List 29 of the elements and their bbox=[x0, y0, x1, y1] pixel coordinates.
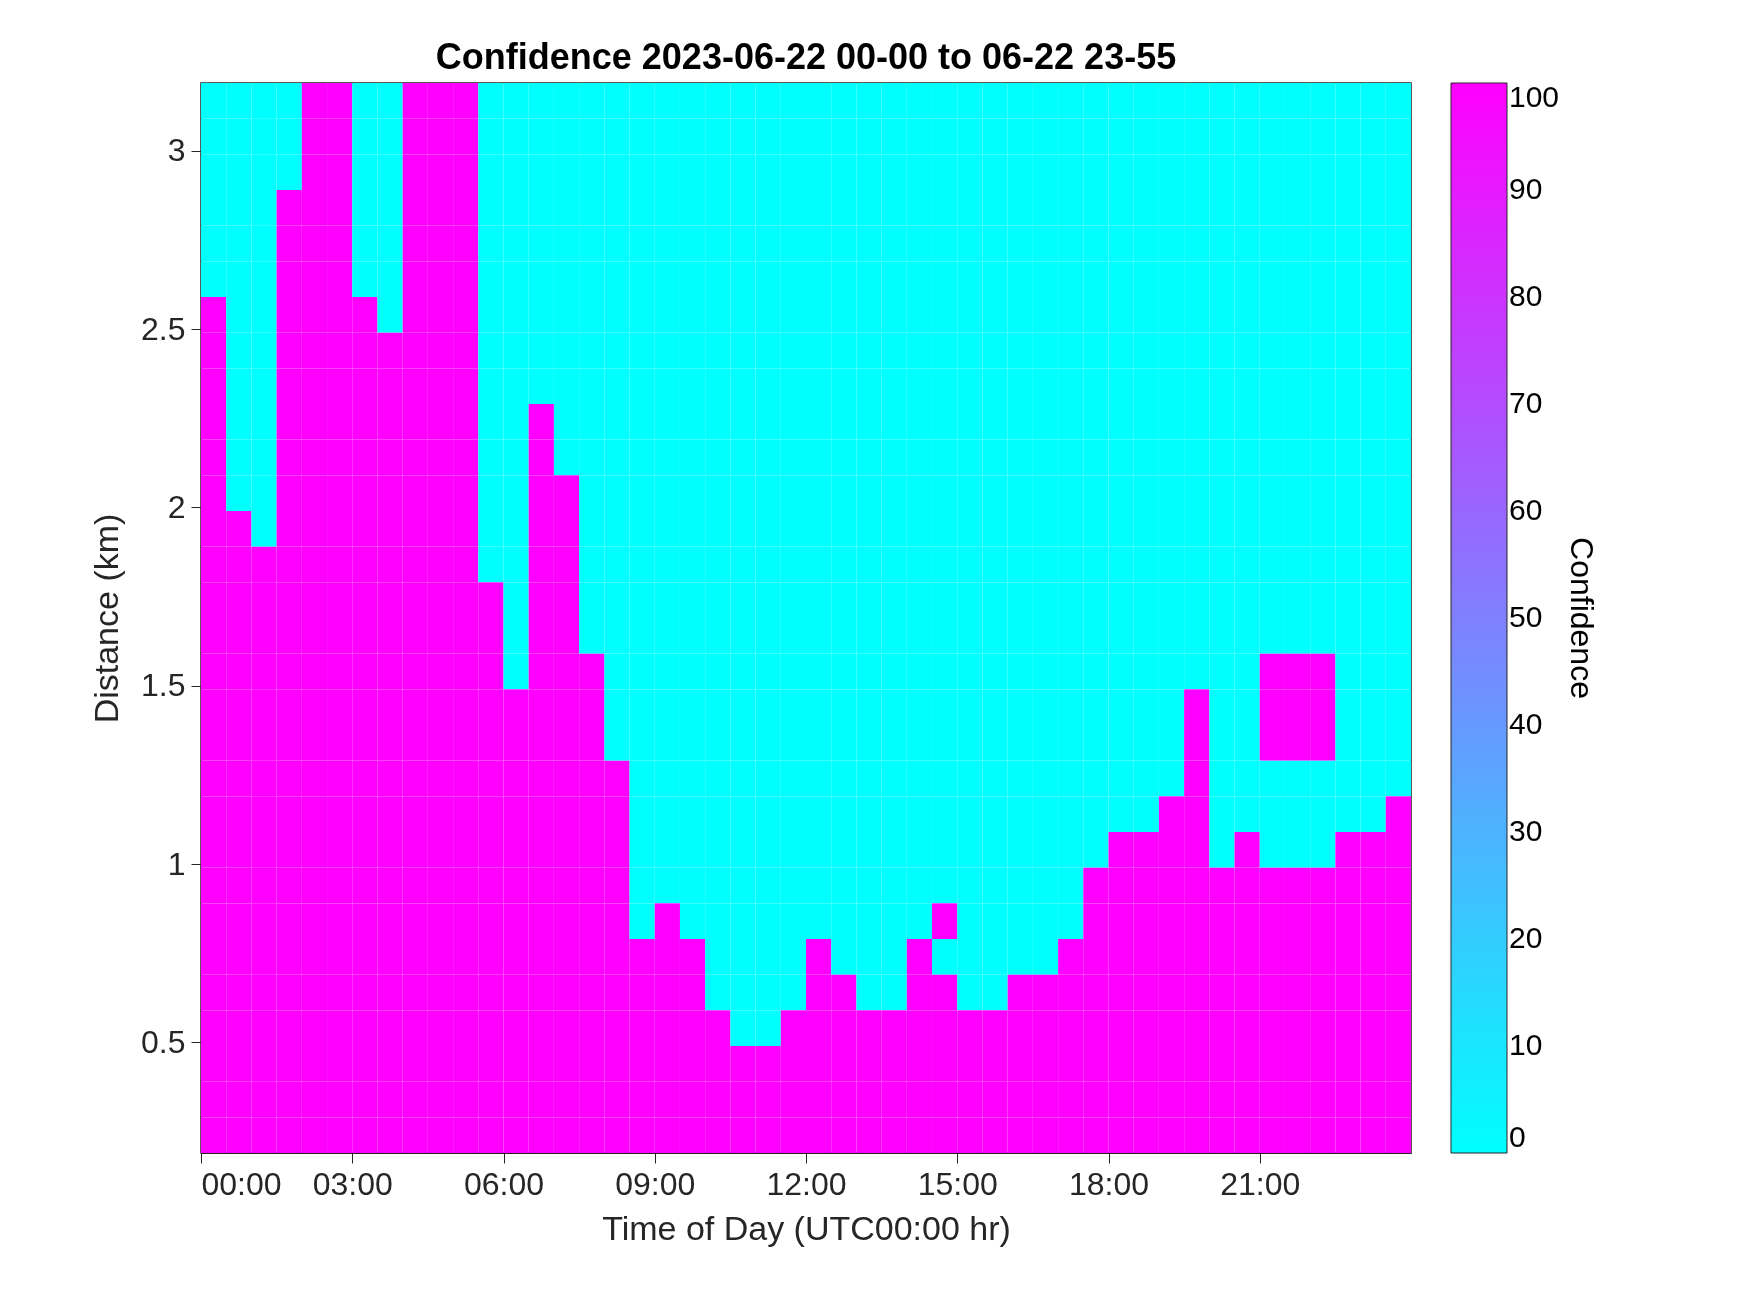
y-tick-label: 1 bbox=[167, 845, 186, 882]
color-bar-label: 10 bbox=[1509, 1028, 1543, 1061]
chart-title: Confidence 2023-06-22 00-00 to 06-22 23-55 bbox=[435, 36, 1177, 77]
color-bar-label: 0 bbox=[1509, 1120, 1526, 1153]
x-tick-label: 18:00 bbox=[1068, 1165, 1150, 1202]
x-tick-label: 06:00 bbox=[463, 1165, 545, 1202]
y-axis-title: Distance (km) bbox=[87, 513, 126, 724]
color-bar-label: 60 bbox=[1509, 493, 1543, 526]
y-tick-label: 3 bbox=[167, 132, 186, 169]
color-bar-label: 30 bbox=[1509, 814, 1543, 847]
y-tick-label: 1.5 bbox=[141, 667, 186, 704]
y-tick-label: 2.5 bbox=[141, 310, 186, 347]
y-tick-label: 0.5 bbox=[141, 1023, 186, 1060]
color-bar-label: 100 bbox=[1509, 80, 1560, 113]
x-tick-label: 09:00 bbox=[615, 1165, 696, 1202]
color-bar-label: 90 bbox=[1509, 172, 1543, 205]
color-bar-label: 20 bbox=[1509, 921, 1543, 954]
color-bar-label: 80 bbox=[1509, 279, 1543, 312]
x-axis-title: Time of Day (UTC00:00 hr) bbox=[602, 1208, 1011, 1247]
x-tick-label: 03:00 bbox=[312, 1165, 393, 1202]
x-tick-label: 15:00 bbox=[917, 1165, 998, 1202]
color-bar-label: 50 bbox=[1509, 600, 1543, 633]
color-bar-title: Confidence bbox=[1564, 537, 1600, 699]
color-bar-label: 40 bbox=[1509, 707, 1543, 740]
x-tick-label: 00:00 bbox=[201, 1165, 282, 1202]
x-tick-label: 21:00 bbox=[1220, 1165, 1301, 1202]
color-bar-label: 70 bbox=[1509, 386, 1543, 419]
y-tick-label: 2 bbox=[167, 488, 186, 525]
x-tick-label: 12:00 bbox=[766, 1165, 847, 1202]
